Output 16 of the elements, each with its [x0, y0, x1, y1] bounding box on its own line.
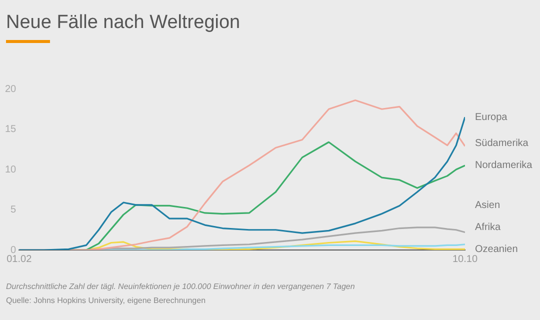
- text: Durchschnittliche Zahl der tägl. Neuinfektionen je 100.000 Einwohner in den vergangenen 7 Tagen: [6, 281, 355, 293]
- text: Asien: [475, 200, 500, 211]
- series-label: Afrika: [475, 222, 501, 233]
- series-label: Europa: [475, 112, 508, 123]
- x-tick-label: 10.10: [452, 254, 478, 265]
- chart-title: Neue Fälle nach Weltregion: [6, 12, 240, 34]
- series-label: Ozeanien: [475, 244, 518, 255]
- y-tick-label: 10: [5, 164, 17, 176]
- y-tick-label: 20: [5, 84, 17, 95]
- x-tick-label: 01.02: [6, 254, 32, 265]
- y-tick-label: 5: [10, 204, 17, 216]
- y-tick-label: 15: [5, 124, 17, 135]
- series-label: Südamerika: [475, 138, 529, 150]
- series-label: Nordamerika: [475, 160, 533, 172]
- y-tick-label: 0: [10, 244, 17, 256]
- source-note: Quelle: Johns Hopkins University, eigene Berechnungen: [6, 295, 207, 307]
